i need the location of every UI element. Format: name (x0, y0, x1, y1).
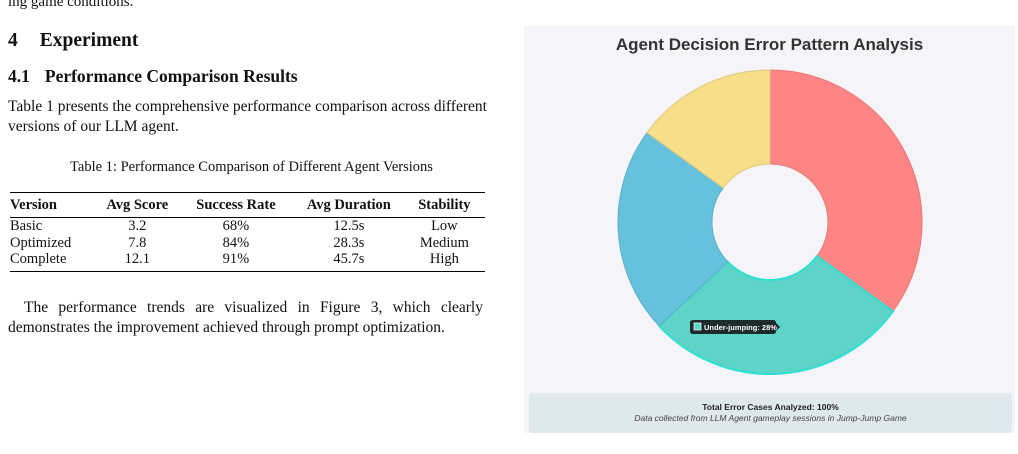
table-cell: Basic (10, 218, 43, 234)
chart-footer: Total Error Cases Analyzed: 100% Data co… (529, 393, 1012, 433)
tooltip-swatch (693, 322, 702, 331)
table-cell: Complete (10, 251, 97, 272)
column-header: Success Rate (184, 192, 294, 218)
preceding-text-fragment: ing game conditions. (8, 0, 134, 10)
table-cell: 7.8 (128, 234, 147, 251)
table-cell: 3.2 (128, 218, 147, 234)
table-cell: 12.5s (333, 218, 365, 234)
table-row: Complete 12.1 91% 45.7s High (10, 251, 485, 272)
donut-slice[interactable] (646, 69, 771, 189)
performance-table: Version Avg Score Success Rate Avg Durat… (10, 192, 485, 272)
footer-total: Total Error Cases Analyzed: 100% (702, 402, 839, 412)
subsection-heading: 4.1 Performance Comparison Results (8, 66, 495, 87)
section-heading: 4 Experiment (8, 30, 495, 52)
table-row: Optimized 7.8 84% 28.3s Medium (10, 235, 485, 252)
table-cell: 91% (184, 251, 294, 272)
subsection-title: Performance Comparison Results (44, 66, 298, 86)
donut-slice[interactable] (617, 131, 729, 327)
column-header: Avg Duration (293, 192, 410, 218)
table-cell: High (409, 251, 485, 272)
donut-slice[interactable] (657, 254, 895, 375)
donut-chart: Under-jumping: 28% (617, 69, 923, 375)
section-number: 4 (8, 30, 18, 51)
table-caption: Table 1: Performance Comparison of Diffe… (70, 159, 433, 175)
tooltip-label: Under-jumping: 28% (704, 323, 777, 332)
chart-tooltip: Under-jumping: 28% (690, 320, 780, 334)
column-header: Avg Score (96, 192, 185, 218)
chart-title: Agent Decision Error Pattern Analysis (615, 35, 924, 54)
left-column: 4 Experiment 4.1 Performance Comparison … (8, 30, 495, 353)
section-title: Experiment (39, 30, 139, 51)
table-cell: Medium (419, 234, 469, 251)
column-header: Stability (409, 192, 485, 218)
trend-paragraph: The performance trends are visualized in… (8, 298, 483, 336)
subsection-number: 4.1 (8, 66, 30, 86)
table-cell: 68% (222, 218, 250, 234)
table-cell: 84% (222, 234, 250, 251)
footer-source: Data collected from LLM Agent gameplay s… (634, 413, 907, 423)
intro-paragraph: Table 1 presents the comprehensive perfo… (8, 98, 487, 135)
donut-chart-figure: Agent Decision Error Pattern Analysis Un… (524, 26, 1015, 433)
table-row: Basic 3.2 68% 12.5s Low (10, 218, 485, 235)
table-header-row: Version Avg Score Success Rate Avg Durat… (10, 192, 485, 218)
table-cell: Low (431, 218, 458, 234)
column-header: Version (10, 192, 97, 218)
table-cell: 45.7s (293, 251, 410, 272)
table-cell: 12.1 (96, 251, 185, 272)
donut-slice[interactable] (769, 69, 923, 313)
table-cell: 28.3s (333, 234, 365, 251)
table-cell: Optimized (10, 234, 72, 251)
